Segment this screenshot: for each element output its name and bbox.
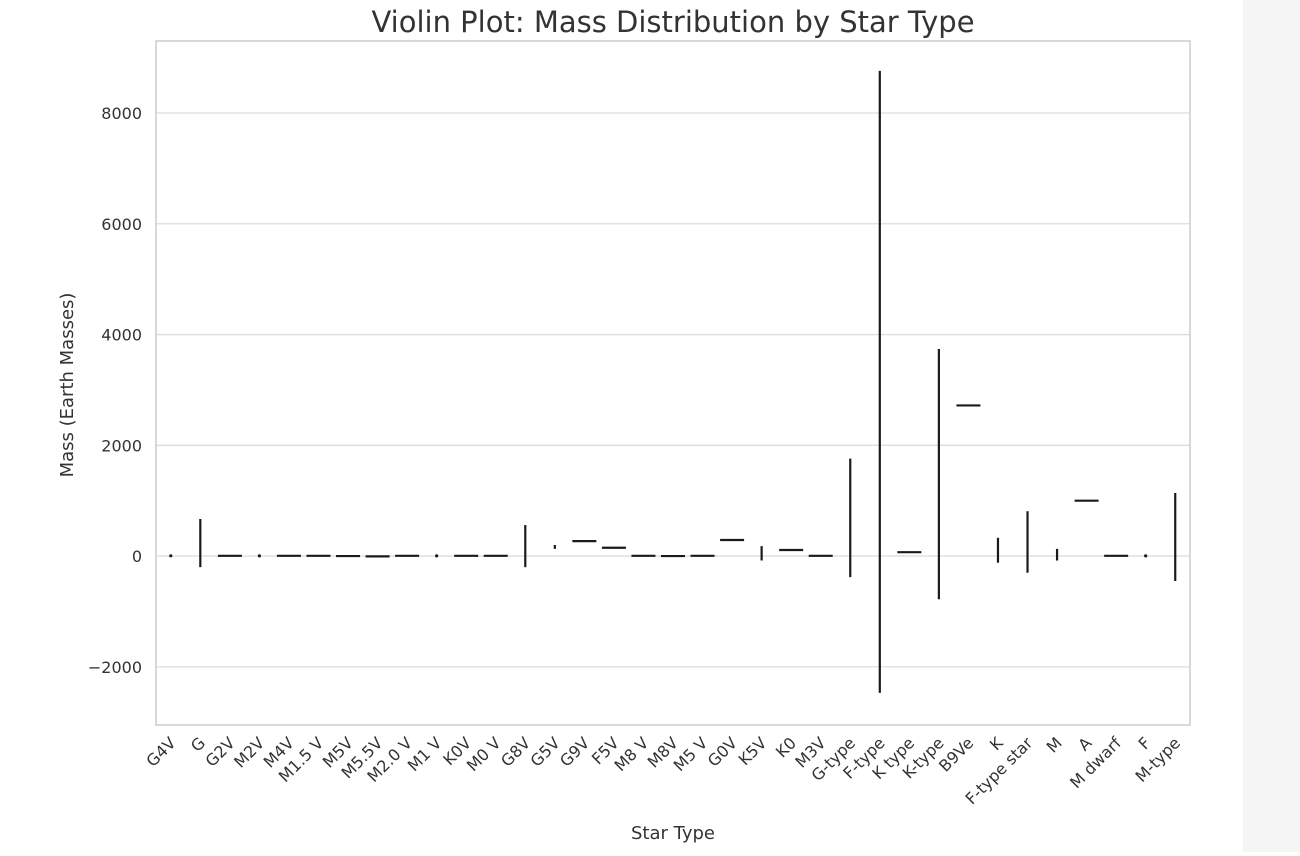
x-axis-label: Star Type	[631, 823, 715, 844]
violin-point	[257, 554, 261, 558]
x-tick-label: M2V	[230, 733, 268, 771]
y-tick-label: 4000	[101, 326, 142, 345]
x-tick-label: G0V	[704, 733, 741, 770]
scrollbar-gutter	[1243, 0, 1300, 852]
y-tick-label: 2000	[101, 436, 142, 455]
x-tick-label: G2V	[202, 733, 239, 770]
plot-background	[156, 41, 1190, 725]
chart-figure: Violin Plot: Mass Distribution by Star T…	[57, 5, 1191, 844]
x-tick-label: B9Ve	[935, 733, 977, 775]
x-tick-label: M5 V	[670, 733, 712, 775]
y-axis-label: Mass (Earth Masses)	[57, 293, 78, 478]
violin-point	[435, 554, 439, 558]
x-tick-label: G9V	[556, 733, 593, 770]
violin-chart: Violin Plot: Mass Distribution by Star T…	[57, 5, 1191, 844]
x-tick-label: M1 V	[404, 733, 446, 775]
y-tick-label: −2000	[88, 658, 142, 677]
x-tick-label: K5V	[735, 733, 771, 769]
y-axis-tick-labels: −2000 0 2000 4000 6000 8000	[88, 104, 142, 677]
x-tick-label: M	[1043, 733, 1066, 756]
x-tick-label: M0 V	[463, 733, 505, 775]
y-tick-label: 8000	[101, 104, 142, 123]
y-tick-label: 0	[132, 547, 142, 566]
x-tick-label: G5V	[527, 733, 564, 770]
y-tick-label: 6000	[101, 215, 142, 234]
violin-point	[1144, 554, 1148, 558]
chart-title: Violin Plot: Mass Distribution by Star T…	[371, 5, 974, 39]
x-tick-label: M8 V	[611, 733, 653, 775]
x-tick-label: G4V	[142, 733, 179, 770]
violin-point	[169, 554, 173, 558]
violin-marks	[169, 70, 1177, 693]
x-tick-label: F	[1135, 733, 1155, 753]
x-tick-label: G8V	[497, 733, 534, 770]
plot-frame	[155, 40, 1191, 726]
